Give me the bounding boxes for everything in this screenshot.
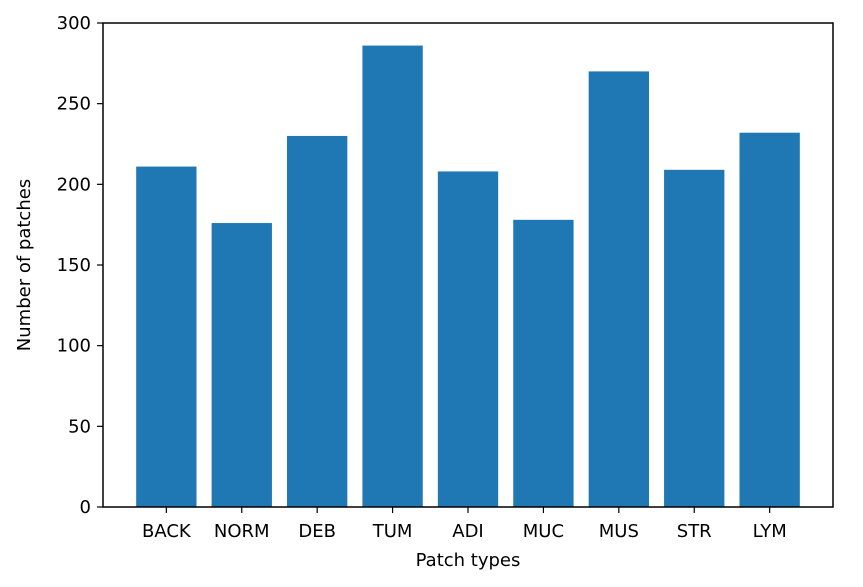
y-tick-label: 100 [57,336,91,357]
x-tick-label: LYM [753,521,787,542]
y-tick-label: 300 [57,13,91,34]
x-tick-label: NORM [214,521,270,542]
bar-tum [362,45,423,507]
bar-deb [287,135,348,507]
y-tick-label: 250 [57,94,91,115]
x-tick-label: STR [677,521,712,542]
bar-lym [739,132,800,507]
bar-str [664,169,725,507]
bar-norm [211,223,272,507]
bars-layer [136,45,800,508]
y-axis-label: Number of patches [14,179,35,351]
plot-frame [102,22,834,508]
bar-muc [513,219,574,507]
x-tick-label: MUC [523,521,564,542]
bar-back [136,166,197,507]
y-axis-ticks: 0 50 100 150 200 250 300 [57,13,103,518]
bar-mus [588,71,649,508]
x-tick-label: ADI [452,521,483,542]
x-axis-ticks: BACK NORM DEB TUM ADI MUC MUS STR LYM [142,507,787,542]
y-tick-label: 0 [80,497,91,518]
x-tick-label: MUS [599,521,639,542]
x-tick-label: DEB [298,521,336,542]
x-axis-label: Patch types [416,550,521,571]
y-tick-label: 200 [57,174,91,195]
x-tick-label: TUM [372,521,413,542]
y-tick-label: 150 [57,255,91,276]
bar-adi [437,171,499,507]
y-tick-label: 50 [68,416,91,437]
x-tick-label: BACK [142,521,192,542]
